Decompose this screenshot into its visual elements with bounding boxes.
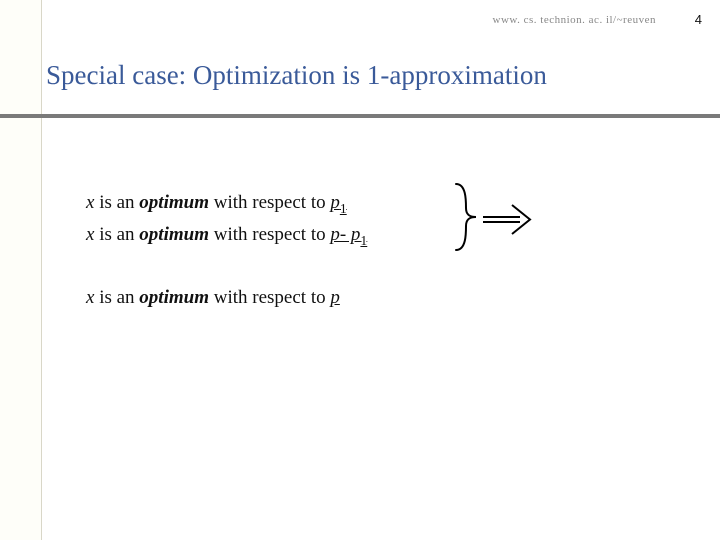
optimum-word: optimum <box>139 287 209 308</box>
p-symbol: p- p <box>330 224 360 245</box>
text: is an <box>94 287 139 308</box>
text: with respect to <box>209 287 330 308</box>
p-symbol: p <box>330 192 340 213</box>
content-block: x is an optimum with respect to p1 x is … <box>86 190 367 314</box>
conclusion-line: x is an optimum with respect to p <box>86 285 367 311</box>
implies-brace <box>450 182 540 252</box>
text: is an <box>94 224 139 245</box>
variable-p1: p1 <box>330 192 346 213</box>
brace-arrow-icon <box>450 182 540 252</box>
premise-line-1: x is an optimum with respect to p1 <box>86 190 367 218</box>
optimum-word: optimum <box>139 224 209 245</box>
left-margin-band <box>0 0 42 540</box>
subscript-1: 1 <box>340 201 347 216</box>
page-number: 4 <box>695 12 702 27</box>
page-title: Special case: Optimization is 1-approxim… <box>46 60 547 91</box>
slide: www. cs. technion. ac. il/~reuven 4 Spec… <box>0 0 720 540</box>
premise-line-2: x is an optimum with respect to p- p1 <box>86 222 367 250</box>
text: is an <box>94 192 139 213</box>
variable-p-minus-p1: p- p1 <box>330 224 367 245</box>
title-divider <box>0 114 720 118</box>
optimum-word: optimum <box>139 192 209 213</box>
header-url: www. cs. technion. ac. il/~reuven <box>493 14 656 26</box>
subscript-1: 1 <box>360 233 367 248</box>
variable-p: p <box>330 287 340 308</box>
text: with respect to <box>209 224 330 245</box>
text: with respect to <box>209 192 330 213</box>
